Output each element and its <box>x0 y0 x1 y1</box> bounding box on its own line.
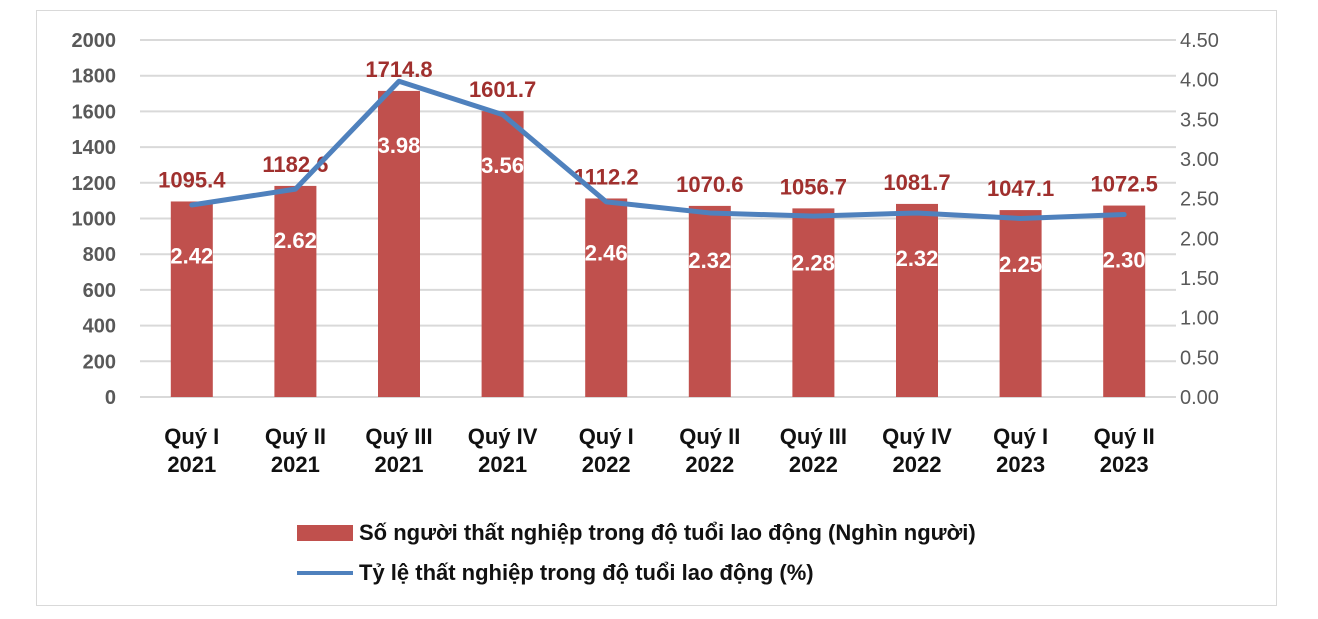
line-value-label: 2.28 <box>792 250 835 275</box>
line-value-label: 2.32 <box>688 248 731 273</box>
right-axis-tick: 3.50 <box>1180 109 1219 131</box>
right-axis-tick: 0.50 <box>1180 347 1219 369</box>
bar <box>688 205 731 397</box>
x-axis-label: Quý I <box>993 424 1048 449</box>
bar <box>481 111 524 397</box>
left-axis-ticks: 0 200 400 600 800 1000 1200 1400 1600 1800 2000 <box>72 30 117 409</box>
line-value-label: 2.30 <box>1103 248 1146 273</box>
x-axis-label: 2023 <box>1100 452 1149 477</box>
right-axis-tick: 2.50 <box>1180 189 1219 211</box>
x-axis-labels: Quý I 2021 Quý II 2021 Quý III 2021 Quý IV 2021… <box>164 424 1154 477</box>
left-axis-tick: 800 <box>83 244 116 266</box>
right-axis-tick: 0.00 <box>1180 387 1219 409</box>
x-axis-label: Quý II <box>265 424 326 449</box>
line-value-label: 2.46 <box>585 240 628 265</box>
x-axis-label: Quý II <box>1094 424 1155 449</box>
x-axis-label: 2021 <box>375 452 424 477</box>
bar <box>585 198 628 397</box>
bar-value-label: 1070.6 <box>676 172 743 197</box>
left-axis-tick: 2000 <box>72 30 117 52</box>
x-axis-label: Quý I <box>164 424 219 449</box>
x-axis-label: 2021 <box>167 452 216 477</box>
right-axis-tick: 1.50 <box>1180 268 1219 290</box>
bar <box>1103 205 1146 397</box>
x-axis-label: Quý IV <box>468 424 538 449</box>
bar-value-label: 1047.1 <box>987 176 1054 201</box>
x-axis-label: 2021 <box>478 452 527 477</box>
line-value-label: 2.62 <box>274 228 317 253</box>
chart-frame <box>36 10 1277 606</box>
bar <box>792 208 835 397</box>
left-axis-tick: 600 <box>83 280 116 302</box>
bar-value-label: 1601.7 <box>469 77 536 102</box>
x-axis-label: Quý IV <box>882 424 952 449</box>
right-axis-tick: 2.00 <box>1180 228 1219 250</box>
x-axis-label: 2022 <box>789 452 838 477</box>
line-value-labels: 2.42 2.62 3.98 3.56 2.46 2.32 2.28 2.32 2.25 2.30 <box>170 133 1145 277</box>
legend-item-line: Tỷ lệ thất nghiệp trong độ tuổi lao động… <box>297 553 976 593</box>
bar-value-label: 1714.8 <box>365 57 432 82</box>
x-axis-label: 2022 <box>685 452 734 477</box>
right-axis-tick: 4.50 <box>1180 30 1219 52</box>
left-axis-tick: 1000 <box>72 209 117 231</box>
right-axis-ticks: 0.00 0.50 1.00 1.50 2.00 2.50 3.00 3.50 4.00 4.50 <box>1180 30 1219 409</box>
line-value-label: 2.42 <box>170 243 213 268</box>
left-axis-tick: 1800 <box>72 66 117 88</box>
left-axis-tick: 0 <box>105 387 116 409</box>
bar <box>378 90 420 397</box>
right-axis-tick: 4.00 <box>1180 70 1219 92</box>
x-axis-label: 2022 <box>582 452 631 477</box>
x-axis-label: Quý III <box>365 424 432 449</box>
left-axis-tick: 400 <box>83 316 116 338</box>
line-value-label: 3.98 <box>378 133 421 158</box>
bar <box>170 201 213 397</box>
bar-value-label: 1072.5 <box>1091 172 1158 197</box>
line-value-label: 2.25 <box>999 252 1042 277</box>
bar-series <box>170 90 1146 397</box>
bar <box>274 185 317 397</box>
bar-value-label: 1081.7 <box>883 170 950 195</box>
x-axis-label: 2021 <box>271 452 320 477</box>
left-axis-tick: 200 <box>83 351 116 373</box>
left-axis-tick: 1400 <box>72 137 117 159</box>
line-value-label: 2.32 <box>896 246 939 271</box>
legend-bar-label: Số người thất nghiệp trong độ tuổi lao đ… <box>359 520 976 545</box>
bar-swatch-icon <box>297 525 353 541</box>
right-axis-tick: 3.00 <box>1180 149 1219 171</box>
x-axis-label: Quý I <box>579 424 634 449</box>
right-axis-tick: 1.00 <box>1180 308 1219 330</box>
line-value-label: 3.56 <box>481 153 524 178</box>
left-axis-tick: 1600 <box>72 101 117 123</box>
left-axis-tick: 1200 <box>72 173 117 195</box>
legend-item-bar: Số người thất nghiệp trong độ tuổi lao đ… <box>297 513 976 553</box>
line-swatch-icon <box>297 571 353 575</box>
x-axis-label: Quý II <box>679 424 740 449</box>
bar-value-label: 1056.7 <box>780 174 847 199</box>
bar <box>999 210 1042 397</box>
legend-line-label: Tỷ lệ thất nghiệp trong độ tuổi lao động… <box>359 560 814 585</box>
bar-value-label: 1095.4 <box>158 167 226 192</box>
x-axis-label: 2022 <box>893 452 942 477</box>
legend: Số người thất nghiệp trong độ tuổi lao đ… <box>297 513 976 593</box>
bar <box>896 203 938 397</box>
line-series <box>189 78 1127 221</box>
x-axis-label: 2023 <box>996 452 1045 477</box>
x-axis-label: Quý III <box>780 424 847 449</box>
